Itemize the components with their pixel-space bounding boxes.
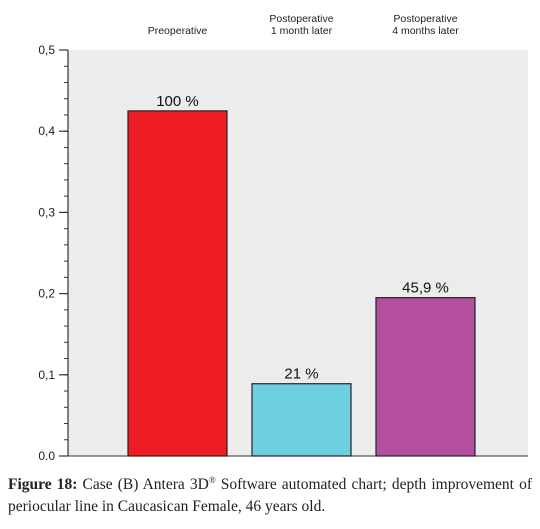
- category-label: 1 month later: [271, 25, 333, 37]
- category-label: Postoperative: [269, 13, 333, 25]
- bar-chart: 0.0 0,1 0,2 0,3 0,4 0,5 100 % Preoperative 21 % P…: [38, 13, 528, 463]
- data-label: 45,9 %: [402, 280, 449, 297]
- data-label: 21 %: [284, 366, 318, 383]
- data-label: 100 %: [156, 93, 199, 110]
- figure-caption: Figure 18: Case (B) Antera 3D® Software …: [8, 474, 532, 518]
- y-tick-label: 0,5: [38, 43, 55, 57]
- caption-text-2: Software automated chart; depth improvem…: [8, 476, 532, 515]
- y-tick-label: 0,1: [38, 368, 55, 382]
- y-tick-label: 0,3: [38, 205, 55, 219]
- bar: [127, 110, 228, 457]
- category-label: Postoperative: [393, 13, 457, 25]
- bar: [251, 383, 352, 457]
- chart-canvas: 0.0 0,1 0,2 0,3 0,4 0,5 100 % Preoperative 21 % P…: [38, 13, 528, 463]
- y-tick-label: 0,4: [38, 124, 55, 138]
- bar: [375, 297, 476, 457]
- y-tick-label: 0,2: [38, 287, 55, 301]
- y-tick-label: 0.0: [38, 449, 55, 463]
- caption-registered-mark: ®: [208, 474, 216, 485]
- caption-label: Figure 18:: [8, 476, 78, 493]
- category-label: Preoperative: [148, 25, 208, 37]
- category-label: 4 months later: [392, 25, 459, 37]
- caption-text-1: Case (B) Antera 3D: [77, 476, 209, 493]
